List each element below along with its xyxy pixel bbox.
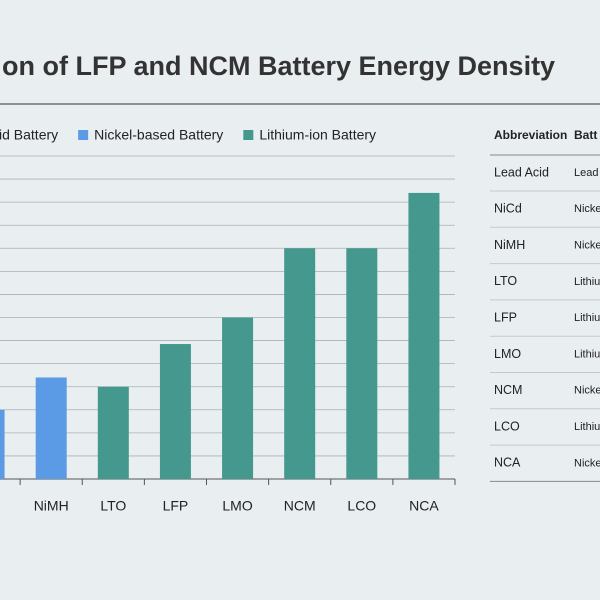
legend-label: Nickel-based Battery (94, 127, 223, 143)
table-cell: NiCd (494, 202, 522, 216)
table-cell: Lithiu (574, 312, 600, 324)
legend-label: Lithium-ion Battery (259, 127, 376, 143)
table-cell: Nicke (574, 385, 600, 397)
bar (408, 192, 440, 479)
table-cell: Nicke (574, 240, 600, 252)
bar (0, 409, 5, 479)
table-cell: Nicke (574, 203, 600, 215)
table-cell: Lithiu (574, 421, 600, 433)
table-cell: LTO (494, 274, 517, 288)
table-cell: LCO (494, 419, 520, 433)
table-cell: Lithiu (574, 276, 600, 288)
table-cell: Lead (574, 167, 598, 179)
x-tick-label: LMO (222, 498, 252, 514)
legend-label: cid Battery (0, 127, 58, 143)
x-tick-label: LTO (100, 498, 126, 514)
bar (222, 317, 254, 479)
table-header: Abbreviation (494, 128, 567, 142)
table-cell: NCA (494, 456, 521, 470)
chart-title: on of LFP and NCM Battery Energy Density (2, 51, 555, 81)
bar (284, 248, 316, 479)
table-cell: NCM (494, 383, 522, 397)
bar (97, 386, 129, 479)
table-header: Batt (574, 128, 597, 142)
x-tick-label: NCA (409, 498, 439, 514)
table-cell: Lead Acid (494, 165, 549, 179)
table-cell: NiMH (494, 238, 525, 252)
table-cell: Lithiu (574, 348, 600, 360)
bar (35, 377, 67, 479)
x-tick-label: LCO (347, 498, 376, 514)
bar (346, 248, 378, 479)
x-tick-label: NiMH (34, 498, 69, 514)
table-cell: LFP (494, 310, 517, 324)
x-tick-label: NCM (284, 498, 316, 514)
table-cell: Nicke (574, 457, 600, 469)
legend-swatch (78, 130, 89, 140)
legend-swatch (243, 130, 254, 140)
x-tick-label: LFP (163, 498, 189, 514)
bar (159, 344, 191, 479)
table-cell: LMO (494, 347, 521, 361)
